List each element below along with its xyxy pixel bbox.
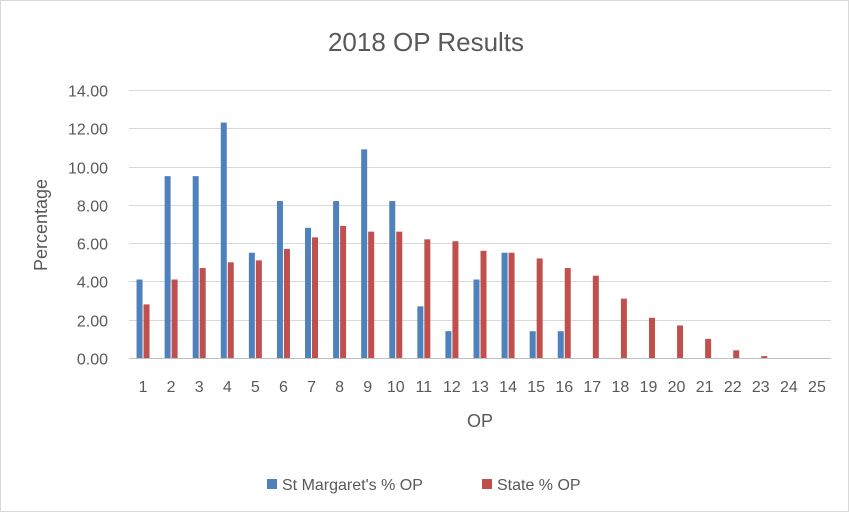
legend: St Margaret's % OP State % OP (267, 477, 581, 494)
x-tick-label: 15 (527, 379, 545, 396)
x-tick-label: 3 (195, 379, 204, 396)
gridlines (129, 90, 831, 359)
x-tick-label: 21 (696, 379, 714, 396)
y-tick-label: 2.00 (77, 314, 108, 331)
bar-st-margarets (501, 252, 508, 358)
bar-state (396, 231, 403, 358)
bar-state (677, 325, 684, 358)
bar-st-margarets (248, 252, 255, 358)
x-tick-label: 14 (499, 379, 517, 396)
x-axis-ticks: 1 2 3 4 5 6 7 8 9 10 11 12 13 14 15 16 17 18 19 20 21 22 23 24 2… (139, 379, 826, 396)
bar-state (705, 338, 712, 358)
y-tick-label: 0.00 (77, 352, 108, 369)
x-tick-label: 23 (752, 379, 770, 396)
bar-state (508, 252, 515, 358)
x-tick-label: 17 (583, 379, 601, 396)
x-axis-label: OP (467, 411, 493, 431)
y-tick-label: 12.00 (68, 122, 108, 139)
bar-state (312, 237, 319, 358)
bar-st-margarets (305, 227, 312, 358)
x-tick-label: 19 (640, 379, 658, 396)
bar-state (340, 225, 347, 358)
x-tick-label: 2 (167, 379, 176, 396)
y-tick-label: 14.00 (68, 84, 108, 101)
bar-st-margarets (445, 331, 452, 358)
bar-st-margarets (192, 176, 199, 358)
legend-swatch (482, 479, 492, 489)
bar-state (255, 260, 262, 358)
bars (136, 122, 768, 359)
bar-st-margarets (473, 279, 480, 358)
x-tick-label: 10 (387, 379, 405, 396)
bar-state (648, 317, 655, 358)
x-tick-label: 6 (279, 379, 288, 396)
x-tick-label: 25 (808, 379, 826, 396)
y-tick-label: 4.00 (77, 275, 108, 292)
y-axis-ticks: 0.00 2.00 4.00 6.00 8.00 10.00 12.00 14.00 (68, 84, 108, 369)
bar-st-margarets (276, 201, 283, 358)
bar-state (368, 231, 375, 358)
bar-st-margarets (136, 279, 143, 358)
x-tick-label: 24 (780, 379, 798, 396)
legend-label: State % OP (497, 477, 581, 494)
bar-state (536, 258, 543, 358)
y-tick-label: 10.00 (68, 161, 108, 178)
legend-label: St Margaret's % OP (282, 477, 423, 494)
bar-state (199, 268, 206, 358)
bar-st-margarets (164, 176, 171, 358)
x-tick-label: 18 (612, 379, 630, 396)
bar-st-margarets (220, 122, 227, 359)
bar-state (480, 250, 487, 358)
y-axis-label: Percentage (31, 179, 51, 271)
bar-state (171, 279, 178, 358)
bar-state (620, 298, 627, 358)
x-tick-label: 13 (471, 379, 489, 396)
bar-state (143, 304, 150, 358)
x-tick-label: 16 (555, 379, 573, 396)
x-tick-label: 8 (335, 379, 344, 396)
x-tick-label: 1 (139, 379, 148, 396)
y-tick-label: 8.00 (77, 199, 108, 216)
chart-title: 2018 OP Results (328, 27, 524, 57)
bar-st-margarets (389, 201, 396, 358)
bar-st-margarets (361, 149, 368, 358)
bar-state (283, 248, 290, 358)
x-tick-label: 5 (251, 379, 260, 396)
x-tick-label: 4 (223, 379, 232, 396)
bar-state (592, 275, 599, 358)
x-tick-label: 22 (724, 379, 742, 396)
bar-state (452, 241, 459, 358)
bar-state (761, 356, 768, 358)
bar-st-margarets (417, 306, 424, 358)
legend-swatch (267, 479, 277, 489)
y-tick-label: 6.00 (77, 237, 108, 254)
x-tick-label: 12 (443, 379, 461, 396)
bar-st-margarets (557, 331, 564, 358)
bar-st-margarets (333, 201, 340, 358)
bar-st-margarets (529, 331, 536, 358)
x-tick-label: 11 (416, 379, 433, 396)
bar-state (424, 239, 431, 358)
bar-state (564, 268, 571, 358)
bar-state (227, 262, 234, 358)
x-tick-label: 9 (363, 379, 372, 396)
x-tick-label: 20 (668, 379, 686, 396)
bar-state (733, 350, 740, 358)
x-tick-label: 7 (307, 379, 316, 396)
